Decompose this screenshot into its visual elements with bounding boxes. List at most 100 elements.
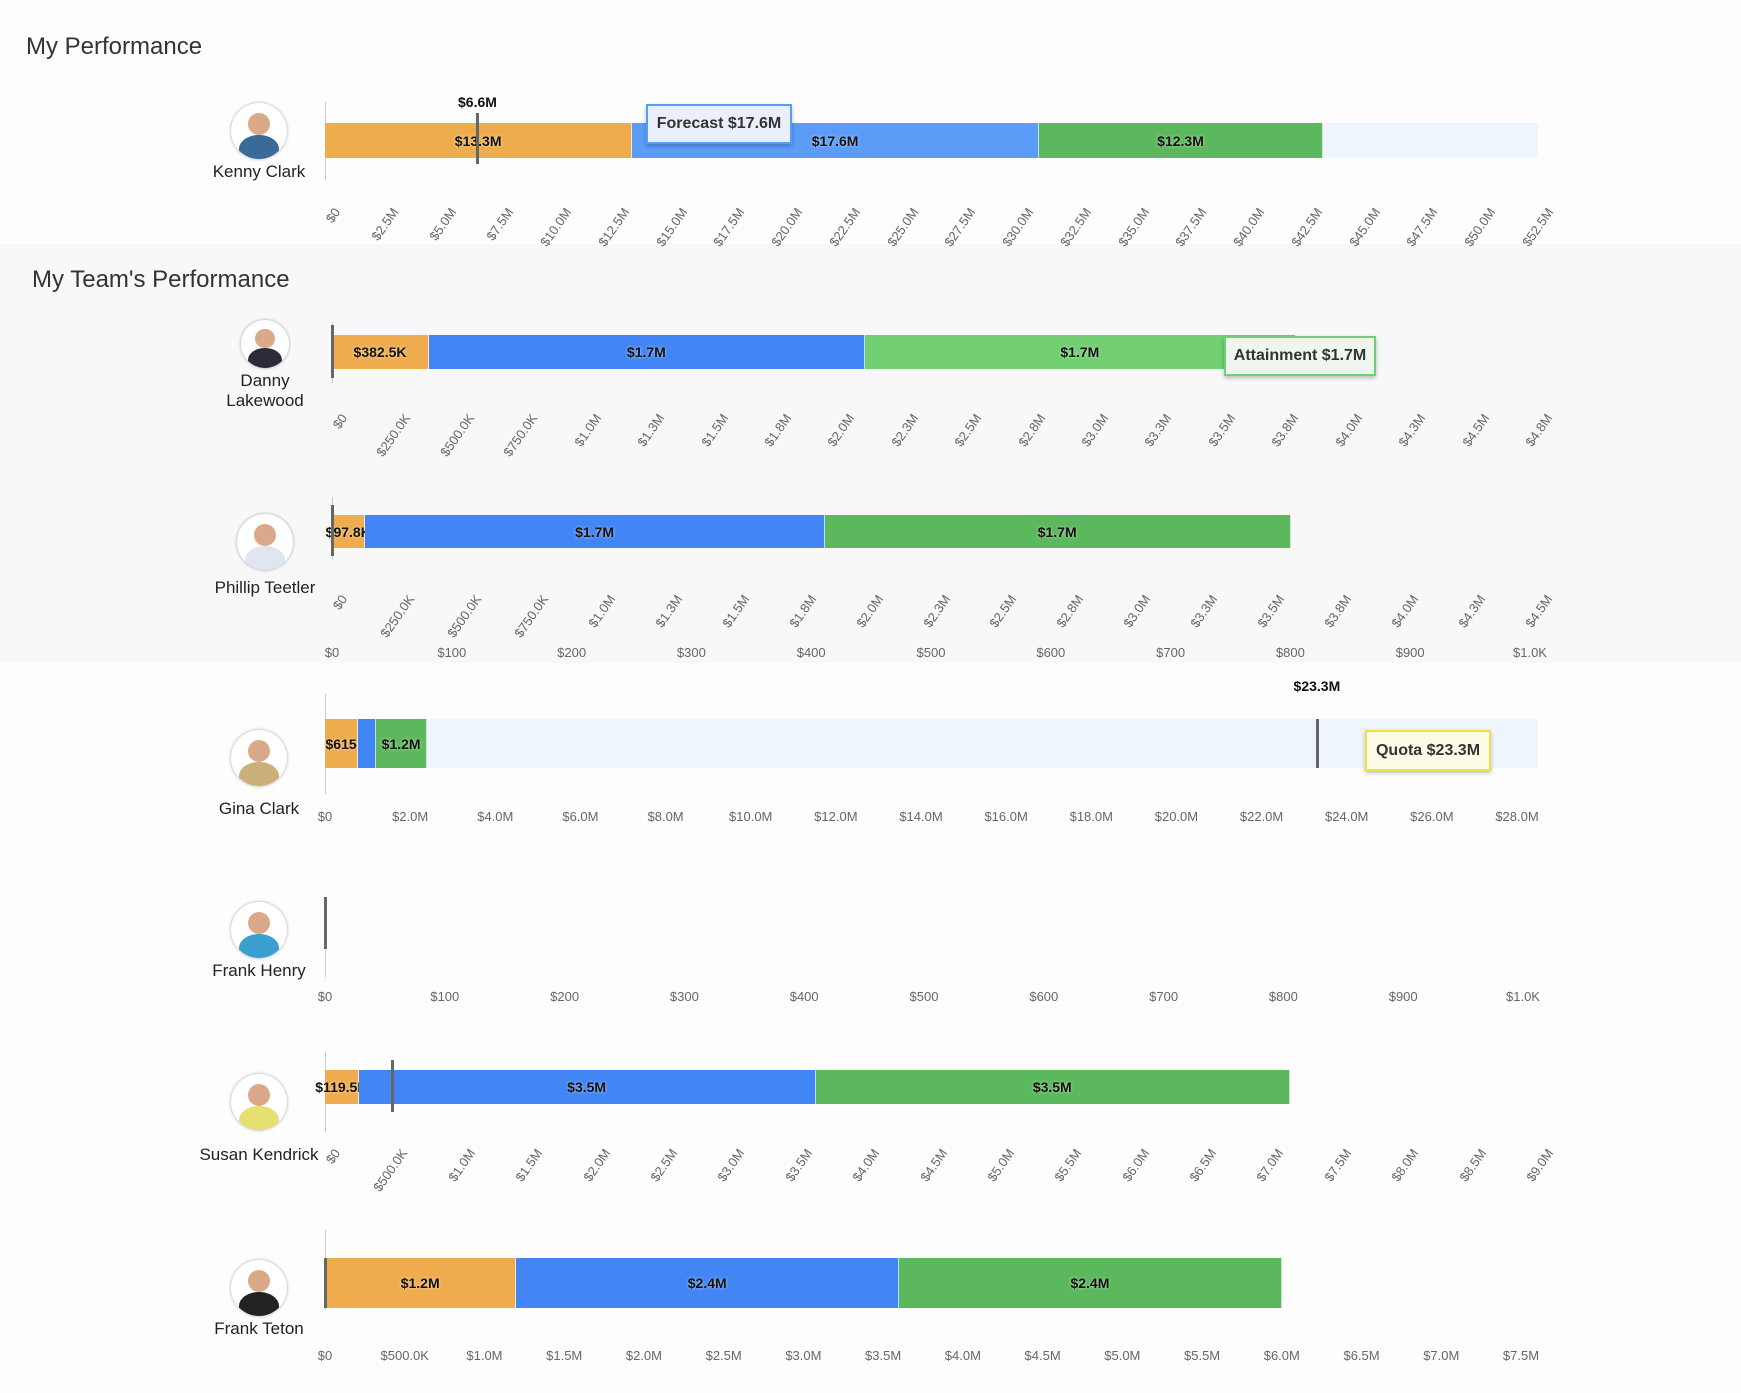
bar-segment: $1.2M: [376, 719, 428, 768]
bar-segment: $1.2M: [325, 1258, 517, 1308]
avatar-face: [247, 1084, 271, 1107]
avatar-face: [247, 740, 271, 763]
axis-tick-label: $15.0M: [652, 205, 690, 250]
person-name: Phillip Teetler: [214, 578, 316, 597]
bar-segment: $1.7M: [824, 515, 1291, 548]
axis-tick-label: $24.0M: [1325, 809, 1369, 824]
tooltip: Quota $23.3M: [1365, 730, 1491, 771]
secondary-axis-tick-label: $1.0K: [1513, 645, 1547, 660]
avatar: [231, 1260, 287, 1316]
bar-segment: $97.8K: [326, 515, 371, 548]
axis-tick-label: $5.5M: [1183, 1348, 1221, 1363]
axis-tick-label: $42.5M: [1288, 205, 1326, 250]
axis-tick-label: $3.5M: [865, 1348, 902, 1363]
axis-tick-label: $4.0M: [944, 1348, 981, 1363]
axis-tick-label: $12.0M: [814, 809, 858, 824]
axis-tick-label: $20.0M: [768, 205, 806, 250]
axis-tick-label: $100: [430, 989, 460, 1004]
target-marker: [476, 113, 480, 164]
avatar: [231, 103, 287, 159]
axis-tick-label: $8.0M: [1388, 1146, 1422, 1185]
axis-tick-label: $7.0M: [1253, 1146, 1287, 1185]
avatar-body: [239, 135, 279, 159]
axis-tick-label: $5.0M: [425, 205, 459, 244]
axis-tick-label: $0: [322, 1146, 344, 1167]
axis-tick-label: $2.5M: [647, 1146, 681, 1185]
secondary-axis-tick-label: $200: [557, 645, 587, 660]
axis-tick-label: $2.0M: [392, 809, 429, 824]
axis-tick-label: $1.0K: [1506, 989, 1540, 1004]
axis-tick-label: $6.0M: [1263, 1348, 1300, 1363]
bar-segment: $1.7M: [429, 335, 865, 369]
axis-tick-label: $25.0M: [883, 205, 921, 250]
avatar-body: [239, 762, 279, 786]
bar-segment: $1.7M: [365, 515, 825, 548]
target-marker: [331, 325, 334, 378]
axis-tick-label: $500.0K: [380, 1348, 429, 1363]
marker-label: $23.3M: [1293, 678, 1341, 694]
axis-tick-label: $27.5M: [941, 205, 979, 250]
axis-tick-label: $4.5M: [1024, 1348, 1061, 1363]
axis-tick-label: $22.5M: [825, 205, 864, 250]
axis-tick-label: $12.5M: [594, 205, 633, 250]
target-marker: [331, 505, 334, 556]
avatar-body: [248, 347, 282, 368]
bar-segment: $3.5M: [358, 1070, 816, 1104]
default-avatar-icon: [231, 902, 287, 958]
avatar: [231, 730, 287, 786]
axis-tick-label: $8.5M: [1455, 1146, 1489, 1185]
avatar: [237, 514, 293, 570]
axis-tick-label: $0: [322, 205, 344, 226]
bar-segment: $615: [325, 719, 359, 768]
person-name: Frank Teton: [214, 1319, 304, 1338]
bar-segment: $2.4M: [516, 1258, 900, 1308]
axis-tick-label: $7.5M: [1321, 1146, 1355, 1185]
axis-tick-label: $900: [1388, 989, 1418, 1004]
axis-tick-label: $47.5M: [1403, 205, 1441, 250]
secondary-axis-tick-label: $900: [1395, 645, 1425, 660]
avatar-face: [247, 113, 271, 136]
bar-segment: $119.5K: [315, 1070, 367, 1104]
secondary-axis-tick-label: $500: [916, 645, 946, 660]
axis-tick-label: $28.0M: [1495, 809, 1539, 824]
secondary-axis-tick-label: $700: [1156, 645, 1186, 660]
axis-tick-label: $40.0M: [1230, 205, 1268, 250]
axis-tick-label: $500: [909, 989, 939, 1004]
axis-tick-label: $7.5M: [1502, 1348, 1540, 1363]
target-marker: [391, 1060, 395, 1112]
axis-tick-label: $6.5M: [1343, 1348, 1380, 1363]
axis-tick-label: $52.5M: [1519, 205, 1557, 250]
team-section-background: [0, 244, 1741, 663]
bar-segment: $3.5M: [815, 1070, 1290, 1104]
axis-tick-label: $9.0M: [1523, 1146, 1557, 1185]
axis-tick-label: $800: [1268, 989, 1298, 1004]
person-name: Gina Clark: [218, 799, 300, 818]
bar-segment: [358, 719, 377, 768]
tooltip: Attainment $1.7M: [1224, 336, 1376, 376]
person-name: Kenny Clark: [212, 162, 306, 181]
axis-tick-label: $1.0M: [445, 1146, 479, 1185]
avatar-body: [245, 546, 285, 570]
axis-tick-label: $1.5M: [512, 1146, 546, 1185]
axis-tick-label: $5.5M: [1051, 1146, 1085, 1185]
axis-tick-label: $50.0M: [1461, 205, 1499, 250]
axis-tick-label: $6.0M: [562, 809, 599, 824]
secondary-axis-tick-label: $600: [1036, 645, 1066, 660]
secondary-axis-tick-label: $100: [437, 645, 467, 660]
avatar: [241, 320, 289, 368]
person-name: Susan Kendrick: [199, 1145, 319, 1164]
axis-tick-label: $2.5M: [368, 205, 402, 244]
axis-tick-label: $1.0M: [466, 1348, 503, 1363]
avatar-face: [253, 524, 277, 547]
axis-tick-label: $1.5M: [546, 1348, 583, 1363]
axis-tick-label: $3.5M: [781, 1146, 816, 1185]
axis-tick-label: $400: [789, 989, 819, 1004]
axis-tick-label: $22.0M: [1239, 809, 1284, 824]
axis-tick-label: $7.0M: [1423, 1348, 1460, 1363]
axis-tick-label: $45.0M: [1345, 205, 1383, 250]
marker-label: $6.6M: [458, 94, 497, 110]
axis-tick-label: $30.0M: [999, 205, 1037, 250]
avatar-body: [239, 1292, 279, 1316]
avatar-body: [239, 1106, 279, 1130]
person-name: Danny Lakewood: [226, 371, 304, 410]
